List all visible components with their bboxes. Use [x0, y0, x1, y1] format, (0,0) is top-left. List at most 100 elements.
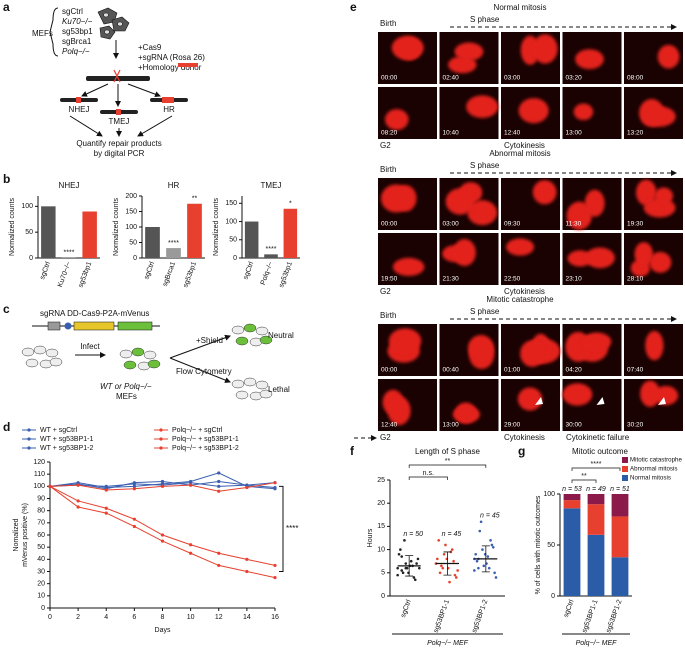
- x-tick-label: sg53BP1-2: [471, 599, 489, 634]
- pathway: HR: [163, 105, 175, 114]
- legend-swatch: [622, 457, 628, 463]
- bar-segment: [611, 494, 629, 517]
- panel-label: e: [350, 0, 357, 14]
- point: [481, 548, 484, 551]
- cell: [123, 360, 137, 370]
- bar: [187, 203, 202, 258]
- chart-title: NHEJ: [59, 181, 80, 190]
- y-tick-label: 100: [21, 203, 33, 210]
- legend-label: WT + sg53BP1-1: [40, 436, 93, 443]
- point: [456, 569, 459, 572]
- nucleus: [506, 238, 535, 256]
- point: [490, 543, 494, 547]
- timestamp: 01:00: [504, 367, 521, 374]
- nucleus: [518, 98, 549, 124]
- step-label: +Shield: [196, 336, 223, 345]
- g2-label: G2: [380, 287, 391, 296]
- bracket: [571, 467, 621, 471]
- series-line: [49, 485, 276, 566]
- nucleus: [649, 251, 672, 273]
- arrow: [169, 334, 231, 359]
- timestamp: 29:00: [504, 422, 521, 429]
- point: [76, 483, 80, 487]
- panel-label: f: [350, 444, 355, 458]
- x-tick-label: sg53BP1-1: [581, 599, 599, 634]
- point: [104, 506, 108, 510]
- legend-marker: [27, 446, 31, 450]
- nucleus: [654, 187, 674, 205]
- bar: [41, 206, 56, 258]
- x-tick-label: Polq−/−: [260, 261, 275, 286]
- cell: [25, 358, 39, 368]
- nucleus: [645, 330, 664, 361]
- timestamp: 03:20: [566, 75, 583, 82]
- y-tick-label: 10: [37, 593, 45, 600]
- n-label: n = 45: [480, 513, 500, 520]
- timestamp: 19:50: [381, 276, 398, 283]
- pointer: [596, 397, 605, 405]
- significance: *: [289, 201, 292, 208]
- timestamp: 00:00: [381, 75, 398, 82]
- readout: by digital PCR: [94, 149, 145, 158]
- timestamp: 19:30: [627, 221, 644, 228]
- x-tick-label: 16: [271, 614, 279, 621]
- step-label: Flow Cytometry: [176, 367, 232, 376]
- nucleus: [384, 109, 409, 130]
- y-tick-label: 90: [37, 495, 45, 502]
- nucleus: [454, 42, 484, 61]
- arrow: [169, 357, 231, 383]
- division-label: Cytokinesis: [504, 141, 545, 150]
- nucleus: [452, 405, 480, 424]
- point: [396, 566, 399, 570]
- bar-segment: [563, 494, 581, 501]
- y-tick-label: 5: [381, 570, 385, 577]
- cells-label: WT or Polq−/−: [100, 382, 152, 391]
- timestamp: 13:20: [627, 130, 644, 137]
- nucleus: [532, 34, 558, 64]
- y-tick-label: 150: [125, 208, 137, 215]
- bar-segment: [611, 557, 629, 596]
- point: [436, 557, 439, 561]
- y-tick-label: 70: [37, 520, 45, 527]
- product-insert: [76, 97, 81, 103]
- nucleus: [635, 179, 657, 206]
- y-tick-label: 25: [377, 477, 385, 484]
- point: [441, 566, 445, 570]
- cell: [255, 326, 269, 336]
- timestamp: 08:00: [627, 75, 644, 82]
- timestamp: 23:10: [566, 276, 583, 283]
- point: [440, 564, 443, 568]
- timestamp: 12:40: [504, 130, 521, 137]
- legend-marker: [27, 437, 31, 441]
- outcome: Neutral: [268, 331, 294, 340]
- nucleus: [387, 396, 411, 426]
- sample: sgCtrl: [62, 7, 83, 16]
- pathway: TMEJ: [109, 117, 130, 126]
- point: [189, 543, 193, 547]
- group-label: Polq−/− MEF: [576, 640, 618, 647]
- product-insert: [116, 109, 121, 115]
- x-tick-label: 10: [187, 614, 195, 621]
- legend-label: Polq−/− + sgCtrl: [172, 427, 223, 434]
- cell: [147, 359, 161, 369]
- cell: [231, 379, 245, 389]
- start-label: Birth: [380, 165, 396, 174]
- x-tick-label: Ku70−/−: [57, 261, 73, 288]
- nucleus: [380, 184, 412, 213]
- x-tick-label: 4: [104, 614, 108, 621]
- y-tick-label: 120: [33, 459, 45, 466]
- x-tick-label: 2: [76, 614, 80, 621]
- x-tick-label: sg53bp1: [278, 261, 294, 289]
- reagent: +Homology donor: [138, 63, 202, 72]
- x-tick-label: sgCtrl: [143, 261, 156, 281]
- y-tick-label: 100: [225, 218, 237, 225]
- product-insert: [162, 97, 174, 103]
- timestamp: 00:00: [381, 367, 398, 374]
- point: [401, 571, 405, 575]
- point: [132, 517, 136, 521]
- y-tick-label: 100: [33, 483, 45, 490]
- nucleus: [388, 328, 422, 354]
- cells-label: MEFs: [116, 392, 137, 401]
- n-label: n = 49: [586, 486, 606, 493]
- point: [104, 485, 108, 490]
